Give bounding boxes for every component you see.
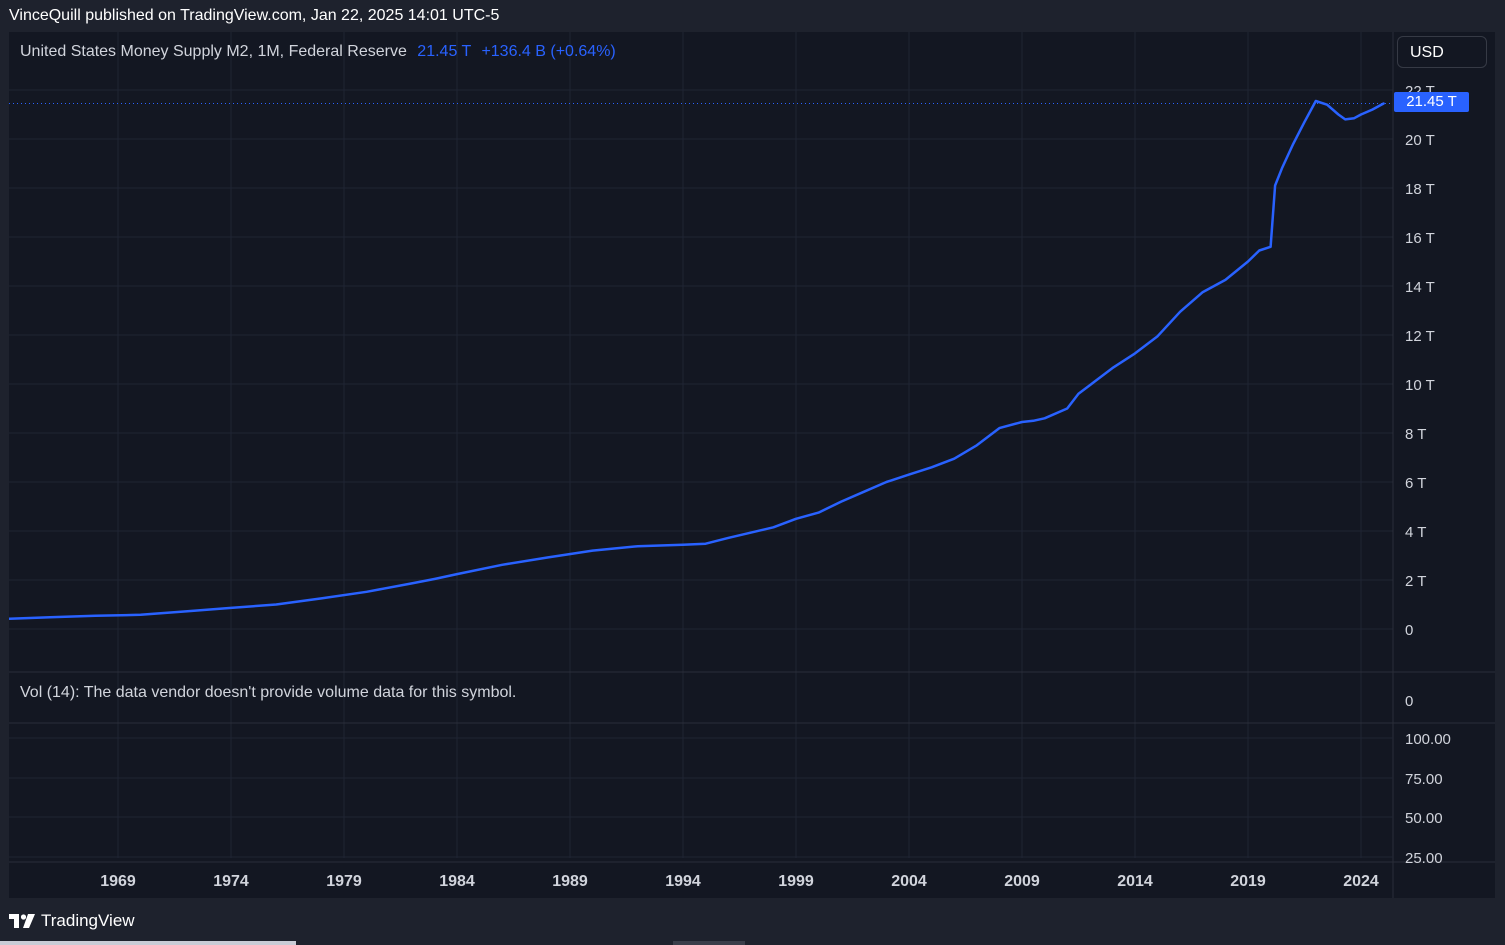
oscillator-tick-label: 75.00	[1405, 771, 1443, 788]
footer	[0, 898, 1505, 945]
oscillator-tick-label: 50.00	[1405, 810, 1443, 827]
x-tick-label: 1994	[665, 873, 701, 890]
x-tick-label: 2004	[891, 873, 927, 890]
y-tick-label: 14 T	[1405, 279, 1435, 296]
legend-change: +136.4 B (+0.64%)	[481, 43, 616, 60]
volume-pane-label: Vol (14): The data vendor doesn't provid…	[20, 684, 517, 701]
x-tick-label: 2019	[1230, 873, 1266, 890]
chart-legend[interactable]: United States Money Supply M2, 1M, Feder…	[20, 43, 616, 61]
y-tick-label: 12 T	[1405, 328, 1435, 345]
chart-svg[interactable]: 100.00 75.00 50.00 25.00 0 0 2 T 4 T 6 T 8 T 10 T 1…	[9, 32, 1495, 898]
x-tick-label: 2009	[1004, 873, 1040, 890]
x-tick-label: 1984	[439, 873, 475, 890]
chart-frame[interactable]: 100.00 75.00 50.00 25.00 0 0 2 T 4 T 6 T 8 T 10 T 1…	[9, 32, 1495, 898]
x-tick-label: 1969	[100, 873, 136, 890]
x-tick-label: 2024	[1343, 873, 1379, 890]
tradingview-logo-icon	[9, 914, 35, 928]
x-tick-label: 1989	[552, 873, 588, 890]
brand-name: TradingView	[41, 911, 135, 930]
volume-axis-label: 0	[1405, 693, 1413, 710]
x-tick-label: 2014	[1117, 873, 1153, 890]
footer-scrollbar-thumb[interactable]	[673, 941, 745, 945]
y-tick-label: 4 T	[1405, 524, 1426, 541]
y-tick-label: 18 T	[1405, 181, 1435, 198]
x-tick-label: 1974	[213, 873, 249, 890]
x-tick-label: 1979	[326, 873, 362, 890]
legend-last-value: 21.45 T	[417, 43, 471, 60]
currency-button[interactable]: USD	[1397, 36, 1487, 68]
m2-series-line[interactable]	[9, 99, 1385, 620]
oscillator-tick-label: 100.00	[1405, 731, 1451, 748]
footer-scrollbar[interactable]	[0, 941, 296, 945]
y-tick-label: 2 T	[1405, 573, 1426, 590]
y-tick-label: 16 T	[1405, 230, 1435, 247]
top-bar: VinceQuill published on TradingView.com,…	[0, 0, 1505, 32]
y-tick-label: 20 T	[1405, 132, 1435, 149]
last-price-tag: 21.45 T	[1394, 92, 1469, 112]
brand[interactable]: TradingView	[9, 911, 135, 931]
y-tick-label: 10 T	[1405, 377, 1435, 394]
x-tick-label: 1999	[778, 873, 814, 890]
y-tick-label: 8 T	[1405, 426, 1426, 443]
publisher-attribution: VinceQuill published on TradingView.com,…	[9, 7, 500, 24]
y-tick-label: 0	[1405, 622, 1413, 639]
oscillator-tick-label: 25.00	[1405, 850, 1443, 867]
y-tick-label: 6 T	[1405, 475, 1426, 492]
legend-symbol: United States Money Supply M2, 1M, Feder…	[20, 43, 407, 60]
